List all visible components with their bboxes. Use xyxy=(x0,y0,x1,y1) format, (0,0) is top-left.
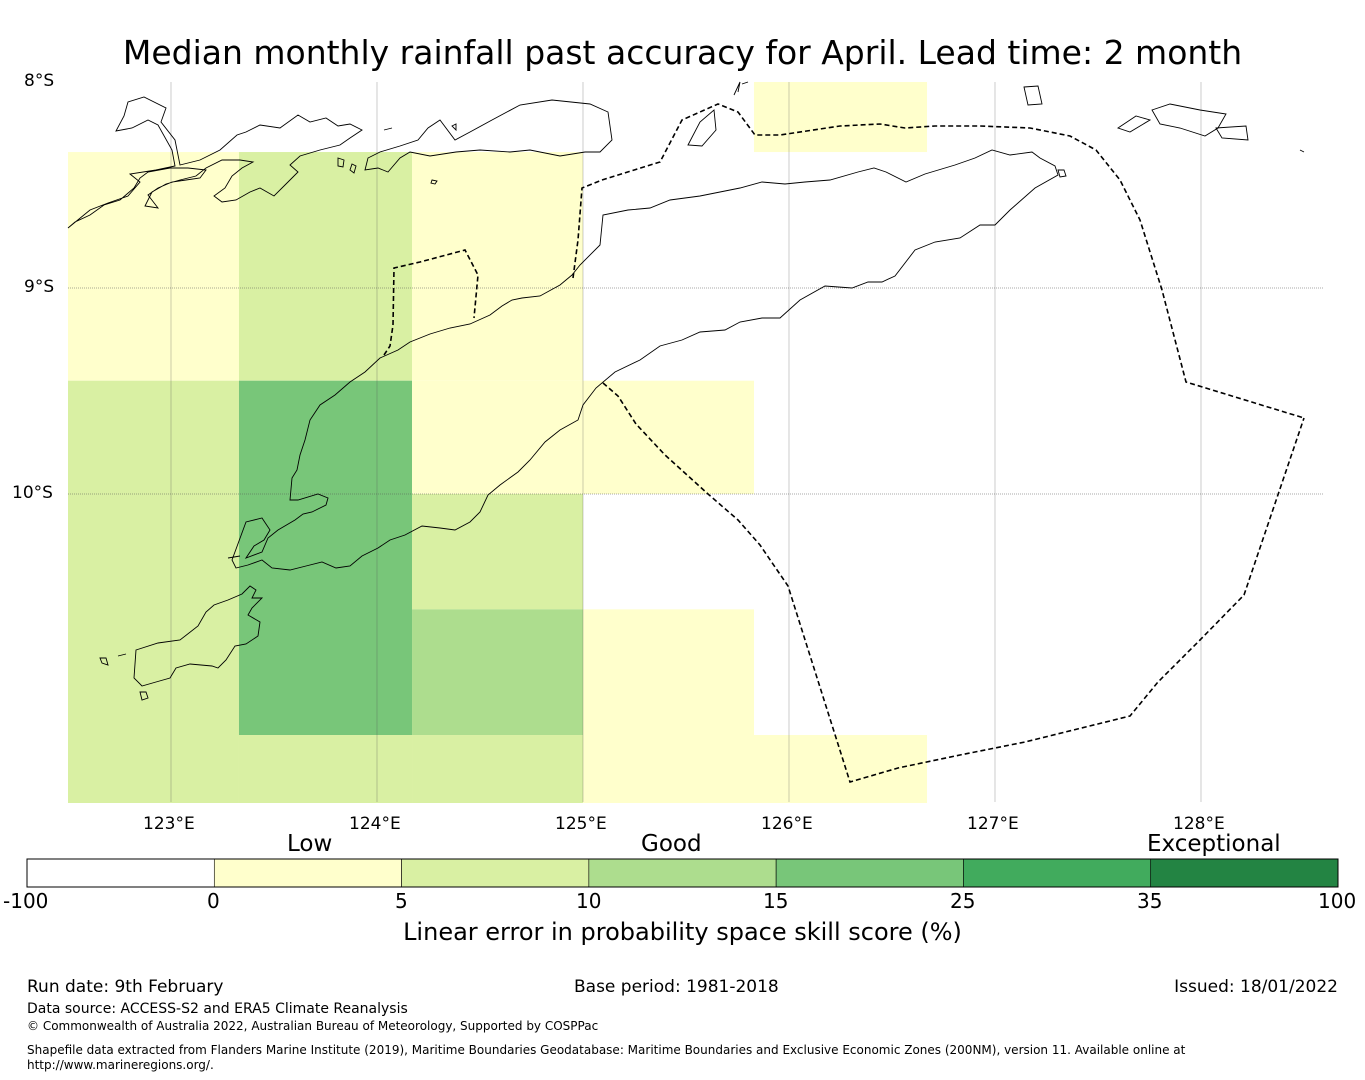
colorbar-segments xyxy=(26,858,1339,888)
colorbar-frame xyxy=(26,858,1339,888)
cbar-tick-25: 25 xyxy=(950,889,976,913)
cbar-tick-100: 100 xyxy=(1318,889,1357,913)
lon-label-124E: 124°E xyxy=(349,814,401,834)
coastline-ndao xyxy=(99,657,109,666)
colorbar-label: Linear error in probability space skill … xyxy=(403,918,962,946)
coastline-wetar xyxy=(1023,85,1043,106)
category-exceptional: Exceptional xyxy=(1147,831,1281,857)
category-low: Low xyxy=(287,831,333,857)
grid-cell-11 xyxy=(583,609,754,803)
eez-timor-leste-north xyxy=(572,103,1305,419)
grid-cell-9 xyxy=(412,735,583,803)
coastline-moa xyxy=(1151,103,1227,137)
coastline-islet-2 xyxy=(349,163,357,174)
cbar-tick-35: 35 xyxy=(1137,889,1163,913)
coastline-islet-5 xyxy=(383,127,393,131)
grid-cell-5 xyxy=(238,735,413,803)
coastline-wetar-east xyxy=(1057,169,1067,178)
data-source: Data source: ACCESS-S2 and ERA5 Climate … xyxy=(27,1001,408,1017)
shapefile-credit-line2: http://www.marineregions.org/. xyxy=(27,1058,214,1072)
cbar-tick-15: 15 xyxy=(763,889,789,913)
skill-grid xyxy=(68,82,928,803)
coastline-islet-10 xyxy=(1299,149,1305,153)
grid-cell-13 xyxy=(753,82,928,153)
eez-timor-leste-south xyxy=(602,382,1305,783)
colorbar-segment-1 xyxy=(213,858,402,888)
coastline-islet-7 xyxy=(227,555,241,559)
grid-cell-8 xyxy=(412,609,583,736)
coastline-islet-4 xyxy=(451,123,457,132)
lon-label-126E: 126°E xyxy=(761,814,813,834)
coastline-semau xyxy=(139,691,149,701)
coastline-islet-3 xyxy=(430,179,438,185)
coastline-islet-1 xyxy=(337,157,345,168)
grid-cell-4 xyxy=(238,380,413,736)
coastline-lakor xyxy=(1215,125,1249,141)
colorbar-segment-3 xyxy=(588,858,777,888)
lon-label-128E: 128°E xyxy=(1173,814,1225,834)
coastline-rote xyxy=(133,585,264,687)
lat-label-8S: 8°S xyxy=(24,71,55,91)
lon-label-123E: 123°E xyxy=(143,814,195,834)
colorbar xyxy=(26,858,1339,888)
colorbar-segment-2 xyxy=(401,858,590,888)
base-period: Base period: 1981-2018 xyxy=(574,977,779,997)
colorbar-segment-6 xyxy=(1150,858,1339,888)
cbar-tick-0: 0 xyxy=(207,889,220,913)
coastline-leti xyxy=(1116,115,1152,133)
coastline-timor xyxy=(231,149,1059,571)
run-date: Run date: 9th February xyxy=(27,977,224,997)
shapefile-credit-line1: Shapefile data extracted from Flanders M… xyxy=(27,1043,1186,1057)
eez-oecusse xyxy=(383,249,479,356)
issued-date: Issued: 18/01/2022 xyxy=(1174,977,1338,997)
coastline-alor xyxy=(364,99,613,173)
grid-cell-0 xyxy=(68,152,239,381)
cbar-tick-10: 10 xyxy=(576,889,602,913)
coastline-islet-8 xyxy=(733,81,741,96)
grid-cell-6 xyxy=(412,380,583,494)
category-good: Good xyxy=(641,831,702,857)
colorbar-segment-5 xyxy=(963,858,1152,888)
coastline-atauro xyxy=(687,109,717,147)
grid-cell-10 xyxy=(583,380,754,494)
lon-label-127E: 127°E xyxy=(967,814,1019,834)
coastline-flores xyxy=(67,96,363,229)
grid-cell-2 xyxy=(412,152,583,381)
cbar-tick-5: 5 xyxy=(395,889,408,913)
coastline-islet-9 xyxy=(741,81,749,85)
coastlines xyxy=(67,81,1305,701)
lat-label-9S: 9°S xyxy=(24,277,55,297)
colorbar-segment-0 xyxy=(26,858,215,888)
grid-cell-1 xyxy=(238,152,413,381)
coastline-islet-6 xyxy=(117,653,127,657)
grid-cell-12 xyxy=(753,735,928,803)
graticule xyxy=(68,82,1324,802)
grid-cell-3 xyxy=(68,380,239,803)
colorbar-segment-4 xyxy=(775,858,964,888)
copyright: © Commonwealth of Australia 2022, Austra… xyxy=(27,1019,599,1033)
lon-label-125E: 125°E xyxy=(555,814,607,834)
eez-boundaries xyxy=(383,103,1305,783)
chart-title: Median monthly rainfall past accuracy fo… xyxy=(122,33,1243,72)
grid-cell-7 xyxy=(412,494,583,610)
cbar-tick-neg100: -100 xyxy=(3,889,49,913)
lat-label-10S: 10°S xyxy=(12,483,53,503)
